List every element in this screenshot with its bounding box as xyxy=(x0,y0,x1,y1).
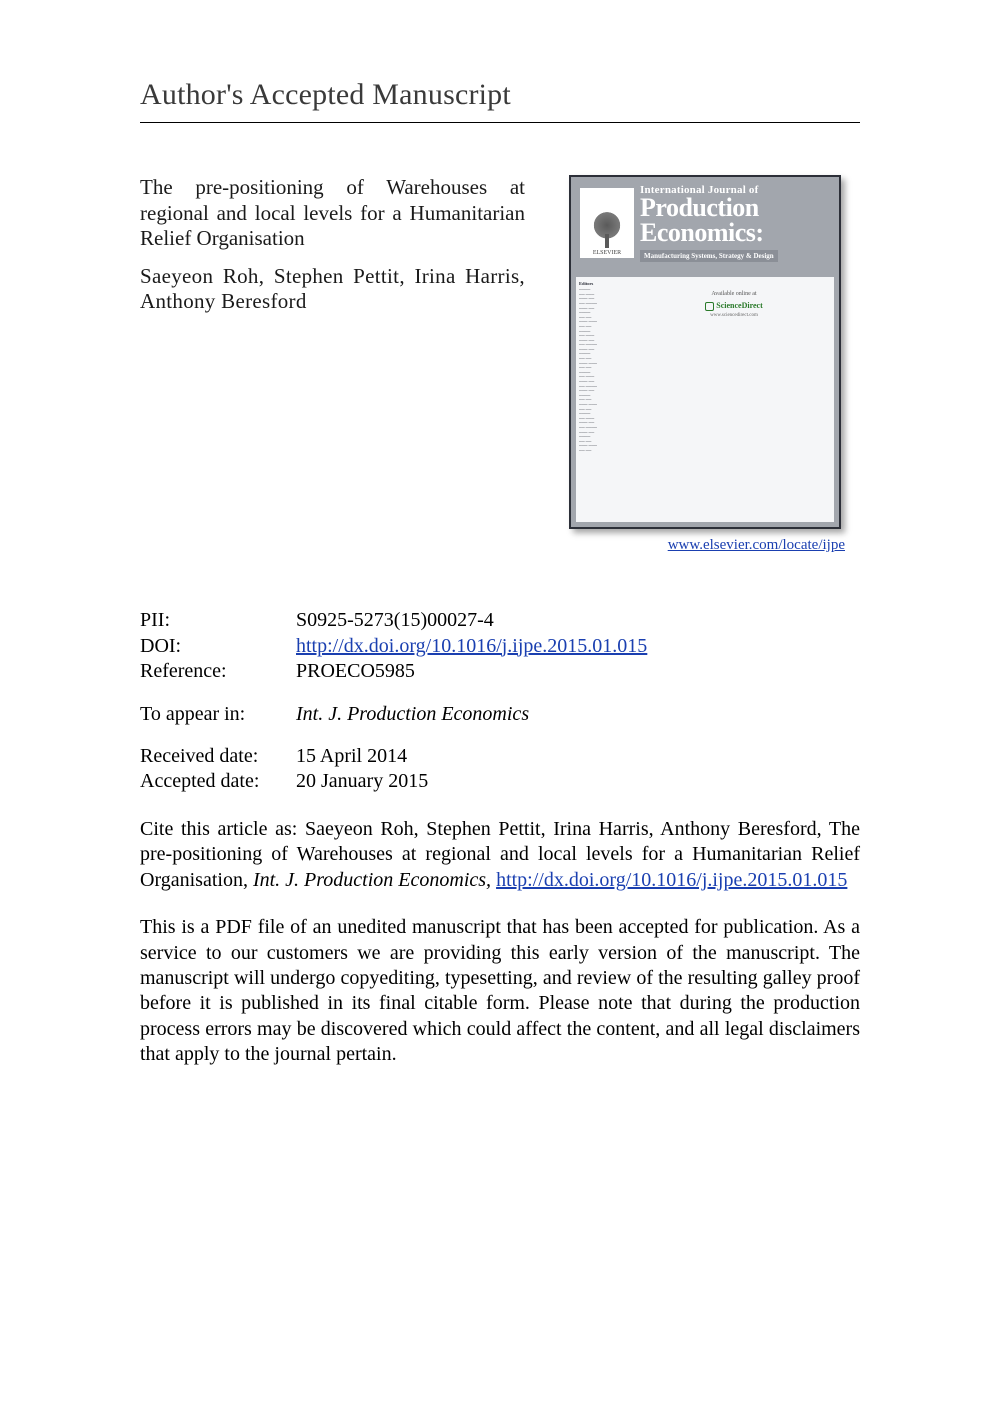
received-value: 15 April 2014 xyxy=(296,744,860,770)
article-title: The pre-positioning of Warehouses at reg… xyxy=(140,175,525,252)
cover-maintitle-1: Production xyxy=(640,196,834,221)
journal-cover: ELSEVIER International Journal of Produc… xyxy=(569,175,841,529)
citation-journal: Int. J. Production Economics, xyxy=(253,869,496,891)
cover-subtitle: Manufacturing Systems, Strategy & Design xyxy=(640,250,778,262)
manuscript-page: Author's Accepted Manuscript The pre-pos… xyxy=(140,78,860,1067)
heading-rule xyxy=(140,122,860,123)
doi-row: DOI: http://dx.doi.org/10.1016/j.ijpe.20… xyxy=(140,634,860,660)
to-appear-journal: Int. J. Production Economics xyxy=(296,703,860,726)
elsevier-tree-icon xyxy=(592,212,622,250)
journal-cover-wrap: ELSEVIER International Journal of Produc… xyxy=(555,175,855,554)
title-block: The pre-positioning of Warehouses at reg… xyxy=(140,175,525,554)
elsevier-label: ELSEVIER xyxy=(593,250,621,256)
to-appear-label: To appear in: xyxy=(140,703,296,726)
doi-value: http://dx.doi.org/10.1016/j.ijpe.2015.01… xyxy=(296,634,860,660)
reference-label: Reference: xyxy=(140,659,296,685)
reference-value: PROECO5985 xyxy=(296,659,860,685)
accepted-label: Accepted date: xyxy=(140,769,296,795)
cover-title-box: International Journal of Production Econ… xyxy=(640,182,834,272)
cover-body: Editors ────── ────── ──── ─────── ─────… xyxy=(576,277,834,522)
citation-doi-link[interactable]: http://dx.doi.org/10.1016/j.ijpe.2015.01… xyxy=(496,869,847,891)
sciencedirect-label: ScienceDirect xyxy=(716,301,763,310)
cover-available-text: Available online at xyxy=(634,291,834,297)
doi-link[interactable]: http://dx.doi.org/10.1016/j.ijpe.2015.01… xyxy=(296,635,647,657)
cover-header: ELSEVIER International Journal of Produc… xyxy=(576,182,834,272)
pii-label: PII: xyxy=(140,608,296,634)
disclaimer-paragraph: This is a PDF file of an unedited manusc… xyxy=(140,915,860,1067)
journal-homepage-link[interactable]: www.elsevier.com/locate/ijpe xyxy=(668,537,845,554)
cover-editors-column: Editors ────── ────── ──── ─────── ─────… xyxy=(576,277,634,522)
doi-label: DOI: xyxy=(140,634,296,660)
pii-value: S0925-5273(15)00027-4 xyxy=(296,608,860,634)
elsevier-logo: ELSEVIER xyxy=(580,188,634,258)
sciencedirect-icon xyxy=(705,302,714,311)
received-row: Received date: 15 April 2014 xyxy=(140,744,860,770)
reference-row: Reference: PROECO5985 xyxy=(140,659,860,685)
cover-main-area: Available online at ScienceDirect www.sc… xyxy=(634,277,834,522)
article-authors: Saeyeon Roh, Stephen Pettit, Irina Harri… xyxy=(140,264,525,315)
accepted-row: Accepted date: 20 January 2015 xyxy=(140,769,860,795)
pii-row: PII: S0925-5273(15)00027-4 xyxy=(140,608,860,634)
to-appear-row: To appear in: Int. J. Production Economi… xyxy=(140,703,860,726)
dates-block: Received date: 15 April 2014 Accepted da… xyxy=(140,744,860,795)
cover-maintitle-2: Economics: xyxy=(640,221,834,246)
sciencedirect-badge: ScienceDirect xyxy=(634,301,834,311)
accepted-value: 20 January 2015 xyxy=(296,769,860,795)
cover-editors-heading: Editors xyxy=(579,281,631,286)
metadata-block: PII: S0925-5273(15)00027-4 DOI: http://d… xyxy=(140,608,860,685)
sciencedirect-url: www.sciencedirect.com xyxy=(634,313,834,318)
received-label: Received date: xyxy=(140,744,296,770)
citation-paragraph: Cite this article as: Saeyeon Roh, Steph… xyxy=(140,817,860,893)
page-heading: Author's Accepted Manuscript xyxy=(140,78,860,112)
title-and-cover-row: The pre-positioning of Warehouses at reg… xyxy=(140,175,860,554)
